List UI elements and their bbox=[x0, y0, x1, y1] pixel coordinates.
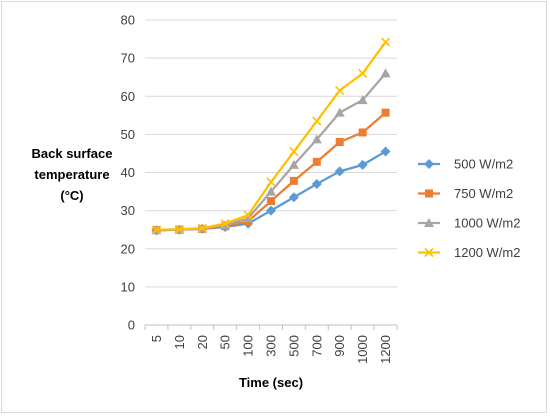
data-point bbox=[311, 178, 322, 189]
data-point bbox=[266, 186, 276, 196]
data-point bbox=[266, 177, 276, 187]
x-tick-label: 20 bbox=[195, 335, 210, 349]
data-point bbox=[288, 192, 299, 203]
data-point bbox=[267, 197, 275, 206]
data-point bbox=[288, 159, 299, 169]
data-point bbox=[174, 224, 184, 234]
y-tick-label: 10 bbox=[121, 279, 135, 294]
x-axis-title: Time (sec) bbox=[239, 375, 303, 390]
y-tick-label: 40 bbox=[121, 165, 135, 180]
legend: 500 W/m2 750 W/m2 1000 W/m2 1200 W/m2 bbox=[418, 157, 520, 260]
x-tick-label: 500 bbox=[286, 335, 301, 357]
legend-marker bbox=[425, 189, 433, 198]
legend-item-1: 500 W/m2 bbox=[418, 157, 513, 172]
data-point bbox=[335, 85, 345, 96]
data-point bbox=[266, 205, 276, 216]
x-tick-label: 10 bbox=[172, 335, 187, 349]
series-group bbox=[151, 37, 391, 236]
x-tick-label: 700 bbox=[309, 335, 324, 357]
legend-item-2: 750 W/m2 bbox=[418, 186, 513, 201]
data-point bbox=[289, 146, 299, 157]
legend-marker bbox=[424, 159, 434, 169]
data-point bbox=[357, 159, 368, 170]
y-axis-title-line-2: temperature bbox=[34, 167, 109, 182]
legend-marker bbox=[424, 218, 434, 227]
x-tick-label: 1000 bbox=[355, 335, 370, 364]
y-tick-label: 70 bbox=[121, 51, 135, 66]
legend-item-4: 1200 W/m2 bbox=[418, 245, 520, 260]
legend-label: 1200 W/m2 bbox=[454, 245, 520, 260]
data-point bbox=[381, 108, 390, 117]
data-point bbox=[380, 68, 391, 78]
data-point bbox=[358, 128, 367, 137]
y-tick-label: 20 bbox=[121, 241, 135, 256]
y-tick-label: 0 bbox=[128, 318, 135, 333]
y-axis-ticks: 0 10 20 30 40 50 60 70 80 bbox=[121, 13, 135, 333]
data-point bbox=[220, 219, 230, 229]
y-tick-label: 80 bbox=[121, 13, 135, 28]
data-point bbox=[312, 116, 322, 126]
y-tick-label: 60 bbox=[121, 89, 135, 104]
y-tick-label: 50 bbox=[121, 127, 135, 142]
legend-label: 1000 W/m2 bbox=[454, 216, 520, 231]
data-point bbox=[197, 223, 207, 233]
series-4 bbox=[151, 37, 391, 235]
legend-item-3: 1000 W/m2 bbox=[418, 216, 520, 231]
data-point bbox=[289, 176, 298, 185]
data-point bbox=[311, 134, 322, 144]
x-tick-label: 50 bbox=[218, 335, 233, 349]
gridlines bbox=[145, 19, 397, 326]
data-point bbox=[380, 37, 391, 47]
data-point bbox=[151, 225, 162, 235]
data-point bbox=[312, 157, 321, 166]
data-point bbox=[334, 166, 345, 177]
x-tick-label: 5 bbox=[149, 335, 164, 342]
y-tick-label: 30 bbox=[121, 203, 135, 218]
x-axis-ticks: 5 10 20 50 100 300 500 700 900 1000 1200 bbox=[144, 325, 398, 364]
x-tick-label: 1200 bbox=[378, 335, 393, 364]
legend-label: 500 W/m2 bbox=[454, 157, 513, 172]
y-axis-title-line-3: (°C) bbox=[60, 188, 83, 203]
data-point bbox=[358, 68, 368, 78]
data-point bbox=[380, 146, 391, 157]
data-point bbox=[335, 138, 344, 146]
data-point bbox=[357, 95, 368, 105]
y-axis-title-line-1: Back surface bbox=[32, 146, 113, 161]
legend-label: 750 W/m2 bbox=[454, 186, 513, 201]
data-point bbox=[243, 213, 254, 223]
data-point bbox=[243, 210, 253, 220]
x-tick-label: 100 bbox=[241, 335, 256, 357]
x-tick-label: 900 bbox=[332, 335, 347, 357]
data-point bbox=[334, 107, 345, 117]
legend-marker bbox=[424, 247, 434, 258]
x-tick-label: 300 bbox=[264, 335, 279, 357]
